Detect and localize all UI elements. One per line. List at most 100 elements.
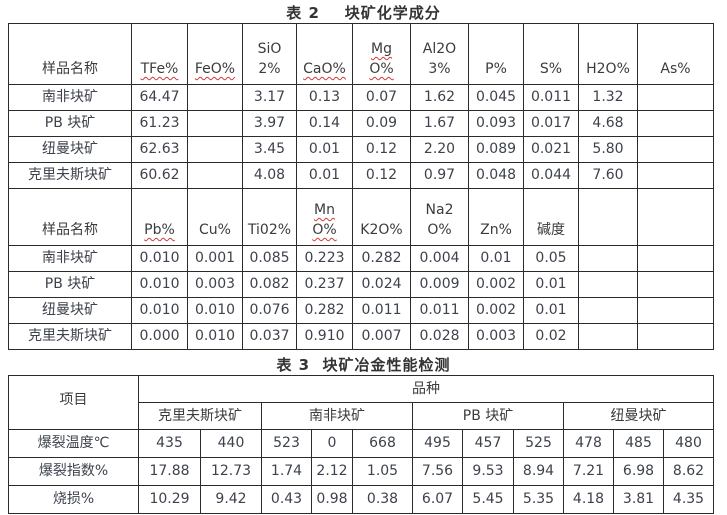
value-cell: 0.05 xyxy=(523,245,579,272)
value-cell: 0.01 xyxy=(523,271,579,298)
column-header-cell: FeO% xyxy=(187,23,243,85)
header-text: Cu% xyxy=(199,222,231,238)
value-cell: 7.21 xyxy=(563,457,614,486)
value-cell: 8.62 xyxy=(663,457,714,486)
value-cell xyxy=(637,271,714,298)
column-header-cell: Ti02% xyxy=(242,188,297,246)
column-header-cell: Cu% xyxy=(187,188,243,246)
column-header-cell: Na2 O% xyxy=(410,188,469,246)
value-cell: 435 xyxy=(138,429,201,458)
value-cell: 2.20 xyxy=(410,136,469,163)
value-cell: 4.18 xyxy=(563,485,614,514)
header-text: FeO% xyxy=(194,61,236,77)
value-cell: 0.43 xyxy=(261,485,312,514)
value-cell: 0.085 xyxy=(242,245,297,272)
value-cell: 0.01 xyxy=(468,245,524,272)
value-cell: 0.98 xyxy=(311,485,353,514)
column-header-cell: As% xyxy=(637,23,714,85)
value-cell: 0.003 xyxy=(468,323,524,350)
value-cell: 0.38 xyxy=(352,485,413,514)
value-cell: 525 xyxy=(513,429,564,458)
header-text: H2O% xyxy=(586,61,630,77)
value-cell: 0.282 xyxy=(296,297,353,324)
value-cell: 480 xyxy=(663,429,714,458)
row-label-cell: 爆裂温度℃ xyxy=(8,429,139,458)
value-cell: 0.001 xyxy=(187,245,243,272)
chemical-composition-table: 样品名称 TFe% FeO% SiO 2% CaO% Mg O% Al2O 3% P% S% H2O% A… xyxy=(8,23,714,350)
value-cell xyxy=(187,110,243,137)
column-header-cell: 样品名称 xyxy=(8,188,132,246)
value-cell: 8.94 xyxy=(513,457,564,486)
value-cell: 5.35 xyxy=(513,485,564,514)
value-cell: 1.05 xyxy=(352,457,413,486)
value-cell: 0.002 xyxy=(468,297,524,324)
value-cell: 4.68 xyxy=(578,110,638,137)
value-cell xyxy=(187,84,243,111)
value-cell: 1.62 xyxy=(410,84,469,111)
column-header-cell: SiO 2% xyxy=(242,23,297,85)
header-text: P% xyxy=(485,61,507,77)
column-header-cell: 碱度 xyxy=(523,188,579,246)
value-cell xyxy=(578,271,638,298)
value-cell: 10.29 xyxy=(138,485,201,514)
column-header-cell: Al2O 3% xyxy=(410,23,469,85)
column-header-cell: Mg O% xyxy=(352,23,411,85)
column-header-cell: Zn% xyxy=(468,188,524,246)
value-cell: 0.089 xyxy=(468,136,524,163)
value-cell: 0.093 xyxy=(468,110,524,137)
value-cell: 2.12 xyxy=(311,457,353,486)
value-cell: 62.63 xyxy=(131,136,188,163)
header-text: Pb% xyxy=(144,222,175,238)
value-cell: 60.62 xyxy=(131,162,188,189)
value-cell: 17.88 xyxy=(138,457,201,486)
value-cell xyxy=(187,136,243,163)
sample-name-cell: 南非块矿 xyxy=(8,84,132,111)
value-cell: 0.223 xyxy=(296,245,353,272)
column-header-cell: S% xyxy=(523,23,579,85)
value-cell: 3.45 xyxy=(242,136,297,163)
header-text: Mn xyxy=(314,202,335,218)
value-cell: 0.045 xyxy=(468,84,524,111)
header-text: 样品名称 xyxy=(42,61,98,77)
value-cell xyxy=(578,297,638,324)
sample-name-cell: PB 块矿 xyxy=(8,271,132,298)
value-cell: 0.024 xyxy=(352,271,411,298)
value-cell xyxy=(637,323,714,350)
header-text: O% xyxy=(369,61,394,77)
column-header-cell: K2O% xyxy=(352,188,411,246)
value-cell: 1.67 xyxy=(410,110,469,137)
value-cell: 7.56 xyxy=(412,457,463,486)
value-cell: 485 xyxy=(613,429,664,458)
header-text: 碱度 xyxy=(537,222,565,238)
value-cell: 478 xyxy=(563,429,614,458)
value-cell: 5.45 xyxy=(462,485,514,514)
value-cell: 4.35 xyxy=(663,485,714,514)
ore-group-header-cell: PB 块矿 xyxy=(412,402,564,430)
value-cell: 0.237 xyxy=(296,271,353,298)
value-cell xyxy=(637,110,714,137)
column-header-cell: Pb% xyxy=(131,188,188,246)
value-cell: 0.021 xyxy=(523,136,579,163)
value-cell xyxy=(578,323,638,350)
value-cell: 61.23 xyxy=(131,110,188,137)
value-cell: 0.028 xyxy=(410,323,469,350)
value-cell: 0.017 xyxy=(523,110,579,137)
value-cell: 0.044 xyxy=(523,162,579,189)
value-cell: 0.010 xyxy=(187,323,243,350)
value-cell xyxy=(637,136,714,163)
value-cell: 523 xyxy=(261,429,312,458)
ore-group-header-cell: 克里夫斯块矿 xyxy=(138,402,262,430)
value-cell: 0.12 xyxy=(352,162,411,189)
value-cell xyxy=(637,245,714,272)
ore-group-header-cell: 纽曼块矿 xyxy=(563,402,714,430)
ore-group-header-cell: 南非块矿 xyxy=(261,402,413,430)
value-cell: 0.010 xyxy=(131,271,188,298)
value-cell: 0.003 xyxy=(187,271,243,298)
header-text: 样品名称 xyxy=(42,222,98,238)
value-cell: 0.004 xyxy=(410,245,469,272)
value-cell: 0.010 xyxy=(131,245,188,272)
header-text: Zn% xyxy=(480,222,512,238)
column-header-cell xyxy=(578,188,638,246)
value-cell xyxy=(187,162,243,189)
value-cell: 9.53 xyxy=(462,457,514,486)
